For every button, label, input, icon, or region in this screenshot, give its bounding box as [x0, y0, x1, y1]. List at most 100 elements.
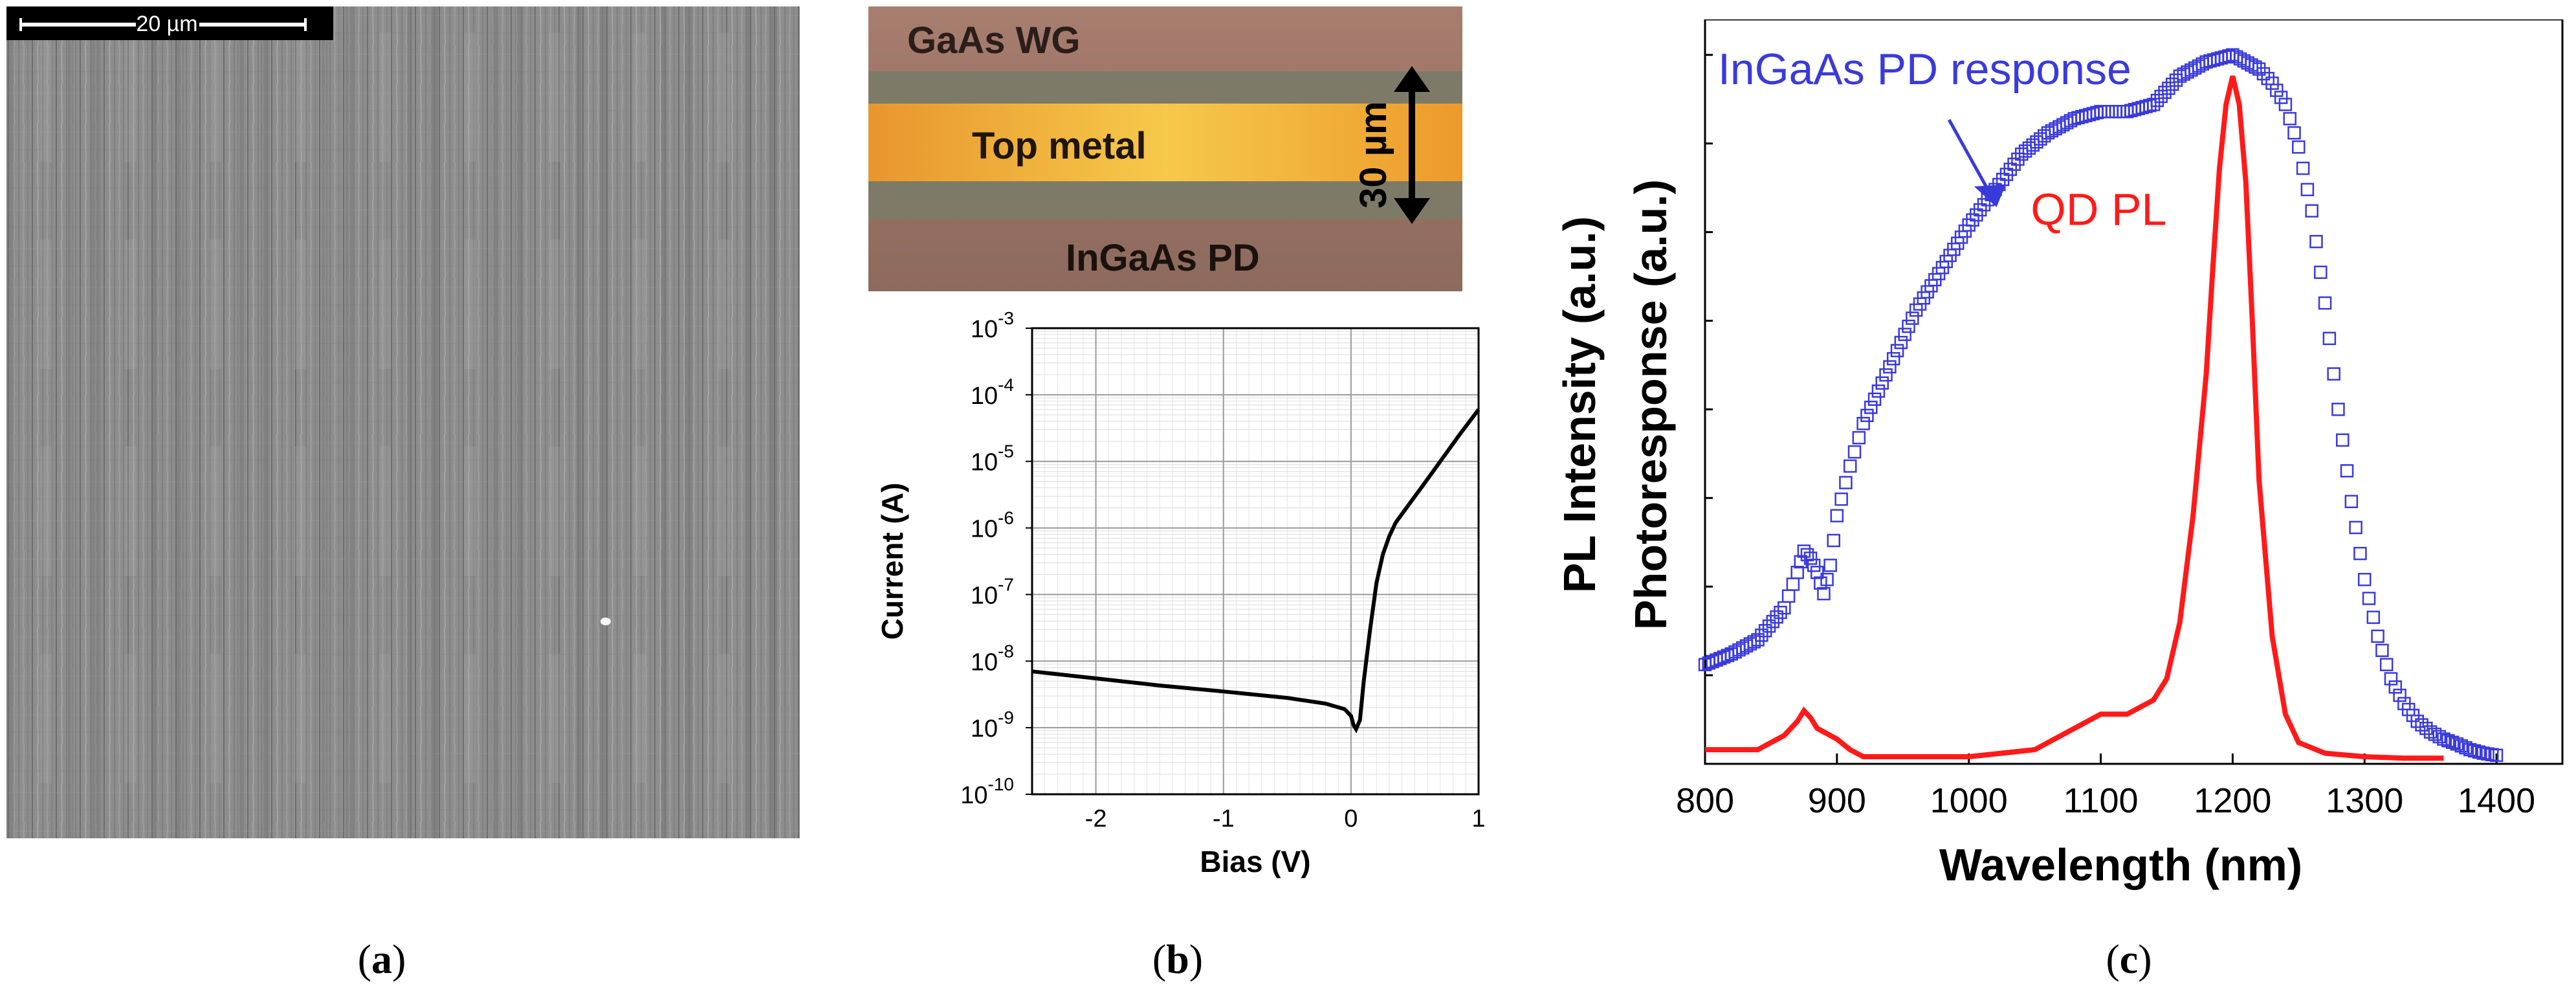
pd-response-point	[1762, 619, 1776, 633]
pd-response-point	[2150, 93, 2164, 107]
label-top-metal: Top metal	[972, 125, 1147, 167]
pd-response-point	[2261, 72, 2274, 85]
pd-response-point	[2314, 265, 2328, 279]
pd-response-point	[1871, 384, 1886, 398]
spectra-x-tick-label: 1400	[2458, 781, 2535, 820]
pd-response-annotation: InGaAs PD response	[1718, 45, 2131, 94]
iv-y-tick-label: 10-9	[971, 708, 1014, 742]
pd-response-point	[2454, 739, 2468, 753]
pd-response-point	[1843, 459, 1857, 473]
pd-response-point	[1902, 319, 1915, 333]
spectra-x-tick-label: 1100	[2063, 781, 2138, 820]
pd-response-point	[2384, 672, 2398, 686]
pd-response-point	[1781, 589, 1796, 603]
pd-response-point	[2437, 732, 2450, 746]
pd-annotation-arrowhead	[1974, 184, 2006, 207]
pd-response-point	[1790, 566, 1804, 579]
spectra-x-tick-label: 800	[1676, 781, 1734, 820]
dimension-label: 30 µm	[1352, 101, 1394, 208]
pd-response-series	[1698, 48, 2504, 763]
pd-response-point	[1766, 614, 1780, 629]
pd-response-point	[1823, 559, 1837, 572]
iv-chart-svg: 10-3 10-4 10-5 10-6 10-7 10-8 10-9 10-10 -2 -1 0 1…	[875, 308, 1486, 878]
pd-response-point	[1906, 311, 1919, 325]
pd-response-point	[2432, 730, 2446, 744]
pd-response-point	[2428, 728, 2442, 741]
pd-response-point	[2101, 105, 2115, 118]
pd-response-point	[2357, 572, 2372, 586]
pd-response-point	[2274, 91, 2288, 104]
pd-response-point	[2415, 718, 2428, 732]
pd-response-point	[2423, 725, 2438, 739]
pd-response-point	[2463, 742, 2477, 757]
qd-pl-annotation: QD PL	[2031, 184, 2166, 235]
pd-response-point	[2441, 733, 2455, 748]
pd-response-point	[1883, 360, 1897, 374]
pd-response-point	[2256, 67, 2271, 81]
pd-response-point	[1755, 629, 1768, 642]
iv-plot-frame	[1031, 327, 1480, 796]
pd-response-point	[1751, 633, 1765, 647]
qd-pl-series-line	[1705, 75, 2444, 761]
pd-response-point	[1875, 376, 1889, 390]
spectra-x-tick-label: 1000	[1930, 781, 2008, 820]
pd-response-point	[2336, 433, 2350, 447]
spectra-x-tick-label: 900	[1808, 781, 1866, 820]
pd-response-point	[2283, 112, 2296, 126]
label-ingaas-pd: InGaAs PD	[1066, 237, 1260, 279]
pd-response-point	[2349, 520, 2362, 535]
pd-response-point	[2318, 296, 2332, 310]
pd-response-point	[1834, 492, 1848, 506]
iv-series-line	[1031, 408, 1481, 733]
pd-response-point	[2105, 105, 2119, 118]
spectra-chart: 800 900 1000 1100 1200 1300 1400 InGaAs PD res…	[1482, 18, 2576, 939]
pd-response-point	[2113, 105, 2126, 118]
iv-x-tick-label: 0	[1344, 805, 1358, 832]
pd-response-point	[2388, 680, 2403, 694]
iv-x-tick-label: 1	[1471, 805, 1485, 832]
pd-response-point	[2322, 331, 2337, 346]
pd-response-point	[2245, 58, 2258, 72]
pd-response-point	[2362, 592, 2376, 605]
pd-response-point	[2467, 744, 2482, 758]
pd-response-point	[2375, 643, 2389, 658]
pd-response-point	[2146, 98, 2161, 111]
pd-response-point	[2459, 741, 2472, 755]
pd-response-point	[1839, 476, 1853, 489]
pd-response-point	[2109, 105, 2123, 118]
caption-a: (a)	[357, 936, 406, 982]
dimension-arrow	[1394, 66, 1430, 224]
pd-response-point	[2270, 84, 2284, 97]
iv-y-tick-label: 10-10	[960, 774, 1014, 809]
iv-x-axis-label: Bias (V)	[1200, 845, 1310, 878]
pd-response-point	[1803, 552, 1818, 565]
micrograph-graphic: GaAs WG Top metal InGaAs PD 30 µm	[868, 6, 1462, 291]
pd-response-point	[2353, 546, 2367, 561]
sem-image: 20 µm	[6, 6, 800, 838]
pd-response-point	[1894, 335, 1908, 350]
pd-response-point	[2472, 745, 2486, 759]
pd-response-point	[2249, 60, 2262, 74]
pd-response-point	[2410, 715, 2425, 728]
pd-response-point	[1886, 351, 1900, 366]
pd-annotation-arrow	[1947, 118, 1990, 192]
pd-response-point	[2309, 234, 2323, 249]
top-metal-strip	[868, 104, 1462, 181]
spectra-plot-frame	[1704, 18, 2564, 765]
spectra-x-tick-label: 1300	[2326, 781, 2403, 820]
iv-x-tick-label: -1	[1213, 805, 1235, 832]
spectra-x-axis-label: Wavelength (nm)	[1939, 840, 2302, 890]
sem-particle	[600, 618, 611, 625]
spectra-x-tick-label: 1200	[2194, 781, 2271, 820]
iv-chart: 10-3 10-4 10-5 10-6 10-7 10-8 10-9 10-10 -2 -1 0 1…	[712, 291, 1488, 906]
iv-y-tick-label: 10-4	[971, 375, 1014, 410]
pd-response-point	[1786, 577, 1800, 591]
pd-response-point	[2278, 98, 2293, 111]
pd-response-point	[2305, 204, 2318, 218]
iv-y-tick-label: 10-3	[971, 308, 1014, 343]
pd-response-point	[1827, 533, 1840, 548]
pd-response-point	[1811, 566, 1824, 579]
pd-response-point	[2344, 495, 2359, 509]
pd-response-point	[2327, 367, 2340, 381]
pd-response-point	[2296, 161, 2310, 175]
